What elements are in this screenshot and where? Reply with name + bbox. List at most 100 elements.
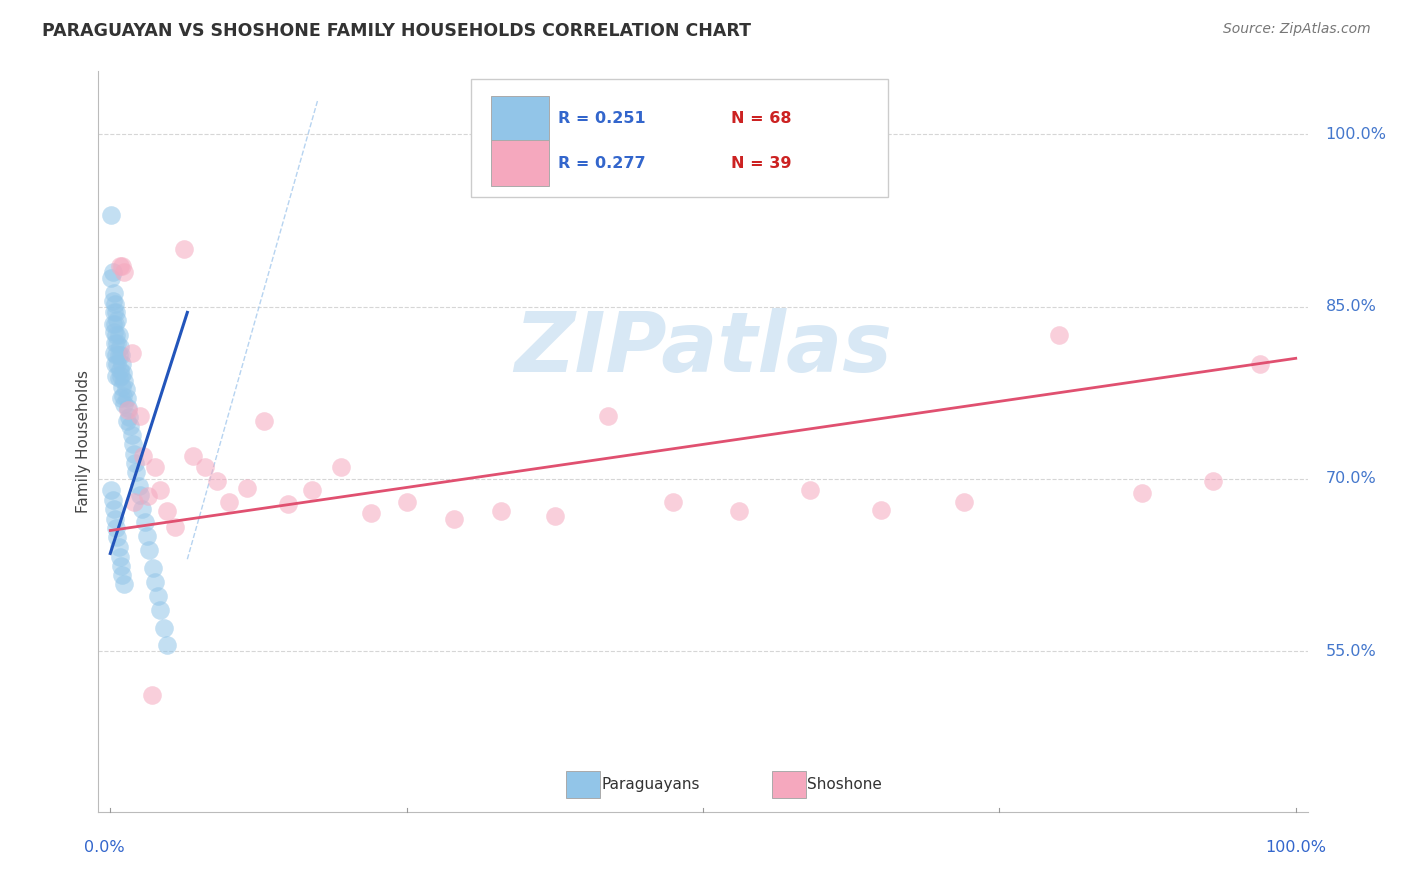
Paraguayans bbox=[103, 325, 125, 339]
Shoshone bbox=[395, 495, 418, 509]
Text: Shoshone: Shoshone bbox=[807, 777, 882, 792]
Shoshone bbox=[235, 481, 257, 495]
FancyBboxPatch shape bbox=[772, 771, 806, 797]
Text: ZIPatlas: ZIPatlas bbox=[515, 309, 891, 390]
Paraguayans bbox=[111, 357, 134, 371]
Paraguayans bbox=[110, 348, 132, 362]
Paraguayans bbox=[114, 374, 136, 388]
Paraguayans bbox=[138, 543, 160, 558]
Shoshone bbox=[181, 449, 204, 463]
FancyBboxPatch shape bbox=[492, 140, 550, 186]
Paraguayans bbox=[121, 428, 143, 442]
Paraguayans bbox=[117, 401, 139, 415]
Paraguayans bbox=[118, 409, 141, 424]
Shoshone bbox=[952, 495, 974, 509]
Paraguayans bbox=[103, 345, 125, 359]
Paraguayans bbox=[104, 336, 127, 351]
Paraguayans bbox=[112, 366, 135, 380]
Text: 70.0%: 70.0% bbox=[1326, 471, 1376, 486]
Paraguayans bbox=[110, 368, 132, 383]
Shoshone bbox=[141, 688, 163, 702]
Shoshone bbox=[1249, 357, 1271, 371]
Shoshone bbox=[111, 260, 134, 274]
Shoshone bbox=[491, 504, 513, 518]
Paraguayans bbox=[134, 516, 156, 530]
Shoshone bbox=[1130, 485, 1153, 500]
Paraguayans bbox=[120, 419, 142, 434]
Shoshone bbox=[598, 409, 620, 423]
Paraguayans bbox=[100, 483, 122, 498]
Paraguayans bbox=[100, 271, 122, 285]
Paraguayans bbox=[107, 371, 129, 385]
Shoshone bbox=[218, 495, 240, 509]
Paraguayans bbox=[108, 340, 131, 354]
Paraguayans bbox=[121, 437, 143, 451]
Shoshone bbox=[1202, 474, 1225, 488]
Shoshone bbox=[869, 503, 891, 517]
Paraguayans bbox=[105, 521, 128, 535]
Paraguayans bbox=[100, 208, 122, 222]
Shoshone bbox=[277, 497, 299, 511]
Paraguayans bbox=[129, 488, 152, 502]
Paraguayans bbox=[112, 389, 135, 403]
Paraguayans bbox=[105, 313, 128, 327]
Paraguayans bbox=[156, 638, 179, 652]
Paraguayans bbox=[107, 328, 129, 343]
Shoshone bbox=[330, 460, 353, 475]
Paraguayans bbox=[111, 568, 134, 582]
Shoshone bbox=[136, 489, 159, 503]
Paraguayans bbox=[108, 549, 131, 564]
Shoshone bbox=[727, 504, 749, 518]
Text: 100.0%: 100.0% bbox=[1265, 840, 1326, 855]
Paraguayans bbox=[111, 380, 134, 394]
Paraguayans bbox=[152, 621, 174, 635]
Paraguayans bbox=[115, 392, 138, 406]
FancyBboxPatch shape bbox=[471, 78, 889, 197]
Shoshone bbox=[662, 495, 685, 509]
Paraguayans bbox=[101, 317, 124, 331]
FancyBboxPatch shape bbox=[492, 95, 550, 142]
Shoshone bbox=[443, 512, 465, 526]
Paraguayans bbox=[101, 293, 124, 308]
Paraguayans bbox=[143, 575, 166, 590]
Paraguayans bbox=[105, 328, 128, 343]
Text: N = 39: N = 39 bbox=[731, 156, 792, 170]
Shoshone bbox=[799, 483, 821, 498]
Shoshone bbox=[129, 409, 152, 423]
Paraguayans bbox=[128, 479, 150, 493]
Shoshone bbox=[360, 506, 382, 520]
Paraguayans bbox=[104, 317, 127, 331]
Paraguayans bbox=[115, 414, 138, 428]
Paraguayans bbox=[136, 529, 159, 543]
Shoshone bbox=[121, 345, 143, 359]
Text: PARAGUAYAN VS SHOSHONE FAMILY HOUSEHOLDS CORRELATION CHART: PARAGUAYAN VS SHOSHONE FAMILY HOUSEHOLDS… bbox=[42, 22, 751, 40]
Paraguayans bbox=[114, 382, 136, 396]
Text: 55.0%: 55.0% bbox=[1326, 643, 1376, 658]
Shoshone bbox=[114, 265, 136, 279]
Paraguayans bbox=[105, 530, 128, 544]
Paraguayans bbox=[104, 297, 127, 311]
Text: 85.0%: 85.0% bbox=[1326, 299, 1376, 314]
Paraguayans bbox=[105, 305, 128, 319]
Text: 0.0%: 0.0% bbox=[84, 840, 125, 855]
FancyBboxPatch shape bbox=[567, 771, 600, 797]
Paraguayans bbox=[105, 336, 128, 351]
Shoshone bbox=[165, 520, 187, 534]
Paraguayans bbox=[105, 357, 128, 371]
Paraguayans bbox=[103, 305, 125, 319]
Paraguayans bbox=[104, 512, 127, 526]
Shoshone bbox=[122, 495, 145, 509]
Paraguayans bbox=[114, 397, 136, 411]
Paraguayans bbox=[149, 603, 172, 617]
Paraguayans bbox=[101, 265, 124, 279]
Shoshone bbox=[108, 260, 131, 274]
Paraguayans bbox=[110, 392, 132, 406]
Paraguayans bbox=[131, 501, 153, 516]
Paraguayans bbox=[101, 492, 124, 507]
Paraguayans bbox=[105, 348, 128, 362]
Text: 100.0%: 100.0% bbox=[1326, 127, 1386, 142]
Shoshone bbox=[1047, 328, 1070, 343]
Paraguayans bbox=[107, 540, 129, 554]
Paraguayans bbox=[122, 447, 145, 461]
Text: R = 0.251: R = 0.251 bbox=[558, 112, 645, 127]
